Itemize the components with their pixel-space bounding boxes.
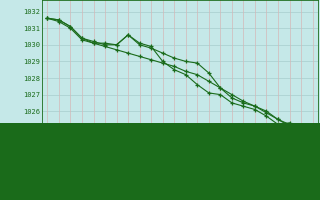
X-axis label: Graphe pression niveau de la mer (hPa): Graphe pression niveau de la mer (hPa) [87, 169, 273, 178]
